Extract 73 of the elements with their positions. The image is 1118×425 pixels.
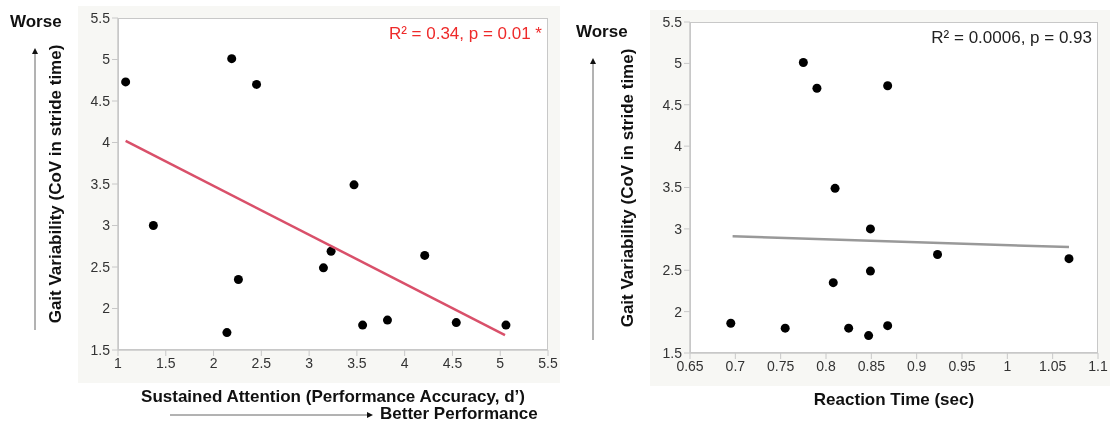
y-tick-label: 4.5 xyxy=(662,96,683,113)
point xyxy=(227,54,237,64)
x-tick-label: 0.8 xyxy=(816,357,836,374)
point xyxy=(451,318,461,328)
point xyxy=(501,320,511,330)
x-tick-label: 5 xyxy=(496,354,505,371)
y-tick-label: 2 xyxy=(674,303,683,320)
y-tick-label: 5.5 xyxy=(90,9,111,26)
x-tick-label: 1.05 xyxy=(1039,357,1067,374)
point xyxy=(883,81,893,91)
point xyxy=(812,83,822,93)
point xyxy=(252,79,262,89)
annotation: R² = 0.34, p = 0.01 * xyxy=(388,24,542,44)
x-tick-label: 2.5 xyxy=(251,354,272,371)
text: Worse xyxy=(576,22,628,42)
x-tick-label: 0.85 xyxy=(857,357,886,374)
y-tick-label: 4 xyxy=(102,134,111,151)
y-tick-label: 1.5 xyxy=(90,341,111,358)
point xyxy=(780,323,790,333)
y-tick-label: 4.5 xyxy=(90,92,111,109)
y-tick-label: 3.5 xyxy=(90,175,111,192)
point xyxy=(233,274,243,284)
y-tick-label: 5.5 xyxy=(662,13,683,30)
x-tick-label: 0.9 xyxy=(906,357,927,374)
x-tick-label: 1 xyxy=(1003,357,1012,374)
point xyxy=(798,58,808,68)
x-tick-label: 0.95 xyxy=(948,357,976,374)
x-tick-label: 0.65 xyxy=(676,357,704,374)
point xyxy=(933,250,943,260)
x-tick-label: 2 xyxy=(209,354,218,371)
x-tick-label: 3.5 xyxy=(347,354,367,371)
x-tick-label: 0.7 xyxy=(725,357,746,374)
annotation: R² = 0.0006, p = 0.93 xyxy=(931,28,1092,48)
x-tick-label: 4 xyxy=(400,354,409,371)
x-tick-label: 1.5 xyxy=(156,354,176,371)
x-tick-label: 1.1 xyxy=(1088,357,1108,374)
x-tick-label: 1 xyxy=(114,354,123,371)
x-tick-label: 3 xyxy=(305,354,314,371)
x-axis-title: Sustained Attention (Performance Accuracy, d’) xyxy=(140,387,526,407)
y-tick-label: 2.5 xyxy=(90,258,111,275)
point xyxy=(844,323,854,333)
y-tick-label: 3 xyxy=(674,220,683,237)
point xyxy=(148,221,158,230)
point xyxy=(382,315,392,325)
x-axis-title: Reaction Time (sec) xyxy=(812,390,976,410)
y-tick-label: 3 xyxy=(102,217,111,234)
y-tick-label: 5 xyxy=(674,55,683,72)
point xyxy=(420,250,430,260)
point xyxy=(883,321,893,331)
text: Worse xyxy=(10,12,62,32)
point xyxy=(864,331,874,341)
point xyxy=(1064,254,1074,264)
point xyxy=(828,278,838,288)
point xyxy=(830,183,840,193)
x-tick-label: 0.75 xyxy=(767,357,795,374)
point xyxy=(865,266,875,276)
point xyxy=(121,77,131,87)
point xyxy=(222,328,232,338)
y-tick-label: 2 xyxy=(102,300,111,317)
text: Better Performance xyxy=(380,404,538,424)
point xyxy=(318,263,328,273)
point xyxy=(726,318,736,328)
y-axis-title: Gait Variability (CoV in stride time) xyxy=(618,48,637,327)
x-tick-label: 5.5 xyxy=(538,354,558,371)
x-tick-label: 4.5 xyxy=(442,354,463,371)
y-tick-label: 2.5 xyxy=(662,262,683,279)
point xyxy=(349,180,359,190)
y-axis-title: Gait Variability (CoV in stride time) xyxy=(46,44,65,324)
point xyxy=(865,224,875,234)
y-tick-label: 3.5 xyxy=(662,179,683,196)
point xyxy=(358,320,368,330)
y-tick-label: 4 xyxy=(674,138,683,155)
y-tick-label: 5 xyxy=(102,51,111,68)
